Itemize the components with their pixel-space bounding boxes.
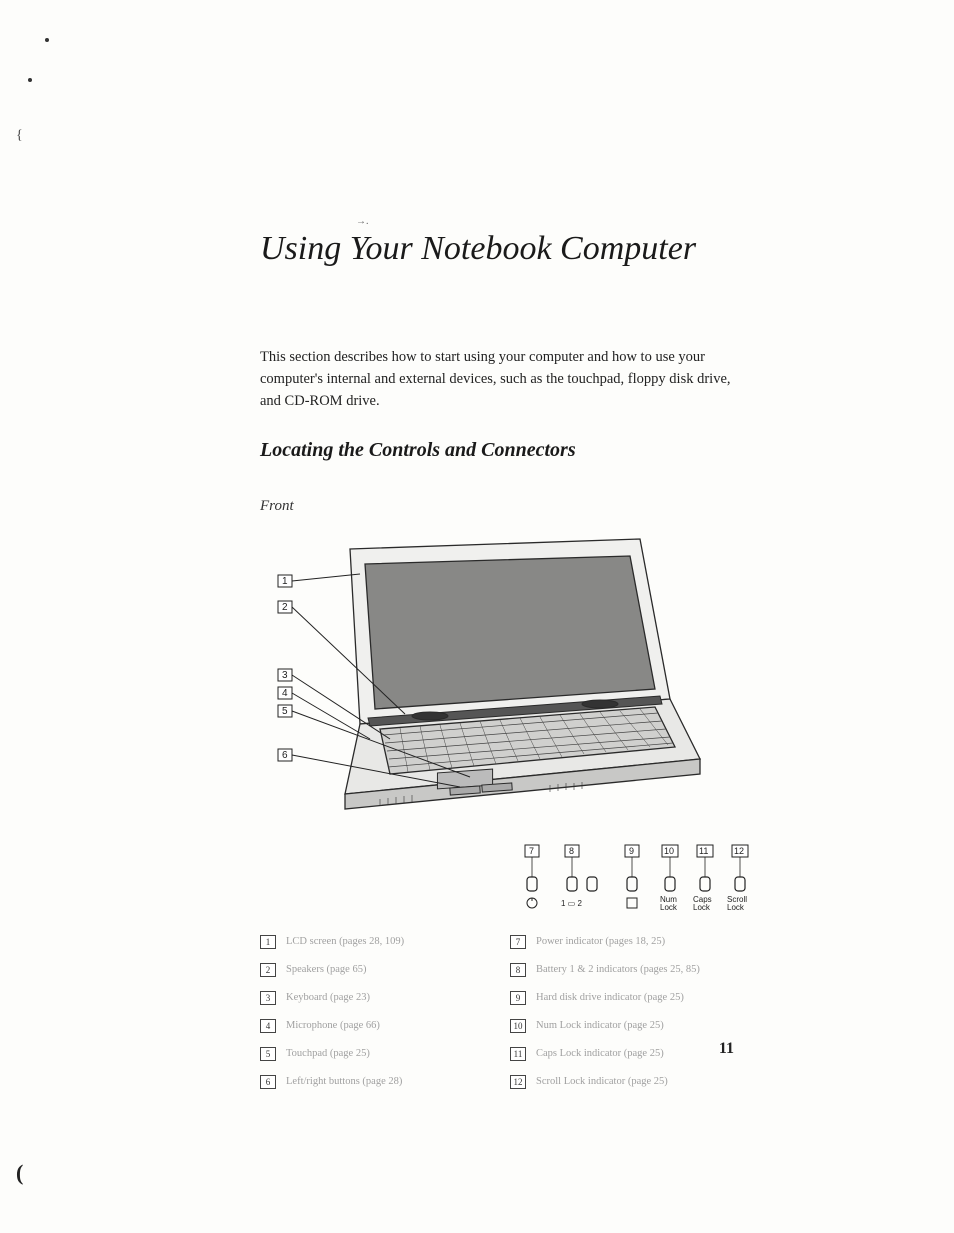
svg-text:3: 3 [282,670,288,681]
legend-text: Microphone (page 66) [286,1019,380,1033]
legend-number-box: 2 [260,963,276,977]
svg-text:11: 11 [699,846,708,856]
legend-number-box: 6 [260,1075,276,1089]
legend-row: 8 Battery 1 & 2 indicators (pages 25, 85) [510,963,740,981]
svg-text:7: 7 [529,846,534,856]
legend-row: 7 Power indicator (pages 18, 25) [510,935,740,953]
legend-row: 10 Num Lock indicator (page 25) [510,1019,740,1037]
laptop-front-diagram: 1 2 3 4 5 6 [260,529,720,819]
legend-row: 5 Touchpad (page 25) [260,1047,490,1065]
legend-text: Touchpad (page 25) [286,1047,370,1061]
scan-artifact-bottom: ( [16,1160,23,1186]
svg-text:Lock: Lock [660,903,678,912]
svg-text:6: 6 [282,750,288,761]
legend-number-box: 8 [510,963,526,977]
callout-1: 1 [278,574,360,587]
legend-row: 12 Scroll Lock indicator (page 25) [510,1075,740,1093]
view-label-front: Front [260,498,740,515]
legend-text: Left/right buttons (page 28) [286,1075,402,1089]
legend-number-box: 9 [510,991,526,1005]
page-number: 11 [719,1040,734,1058]
intro-paragraph: This section describes how to start usin… [260,347,740,412]
legend-text: Caps Lock indicator (page 25) [536,1047,664,1061]
legend-number-box: 4 [260,1019,276,1033]
legend-text: Hard disk drive indicator (page 25) [536,991,684,1005]
legend-number-box: 1 [260,935,276,949]
legend-row: 11 Caps Lock indicator (page 25) [510,1047,740,1065]
legend-column-right: 7 Power indicator (pages 18, 25) 8 Battery … [510,935,740,1103]
legend-text: Speakers (page 65) [286,963,366,977]
legend-text: Battery 1 & 2 indicators (pages 25, 85) [536,963,700,977]
legend-number-box: 5 [260,1047,276,1061]
legend-text: Keyboard (page 23) [286,991,370,1005]
legend-text: Num Lock indicator (page 25) [536,1019,664,1033]
svg-text:4: 4 [282,688,288,699]
legend-row: 6 Left/right buttons (page 28) [260,1075,490,1093]
legend-row: 4 Microphone (page 66) [260,1019,490,1037]
legend-number-box: 3 [260,991,276,1005]
legend-text: Power indicator (pages 18, 25) [536,935,665,949]
legend-number-box: 7 [510,935,526,949]
indicator-strip-diagram: 7 8 9 10 11 12 [430,843,890,913]
legend-row: 1 LCD screen (pages 28, 109) [260,935,490,953]
svg-text:2: 2 [282,602,288,613]
svg-text:Lock: Lock [727,903,745,912]
chapter-title: Using Your Notebook Computer [260,230,740,267]
legend-number-box: 11 [510,1047,526,1061]
svg-text:12: 12 [734,846,744,856]
scan-artifact: { [16,128,23,144]
scan-mark-arrow: →. [356,216,369,227]
svg-text:1: 1 [282,576,288,587]
legend-number-box: 12 [510,1075,526,1089]
svg-text:9: 9 [629,846,634,856]
legend-text: Scroll Lock indicator (page 25) [536,1075,668,1089]
legend-text: LCD screen (pages 28, 109) [286,935,404,949]
svg-text:1 ▭ 2: 1 ▭ 2 [561,899,582,908]
svg-text:5: 5 [282,706,288,717]
legend-row: 2 Speakers (page 65) [260,963,490,981]
section-heading: Locating the Controls and Connectors [260,439,740,462]
svg-text:10: 10 [664,846,674,856]
svg-text:8: 8 [569,846,574,856]
legend-row: 9 Hard disk drive indicator (page 25) [510,991,740,1009]
legend-number-box: 10 [510,1019,526,1033]
legend-column-left: 1 LCD screen (pages 28, 109) 2 Speakers (pa… [260,935,490,1103]
svg-text:Lock: Lock [693,903,711,912]
legend-row: 3 Keyboard (page 23) [260,991,490,1009]
